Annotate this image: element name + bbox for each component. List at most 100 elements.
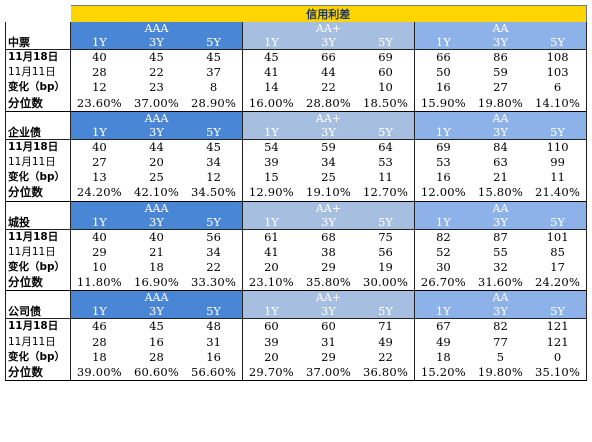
tenor-header-5y: 5Y xyxy=(185,124,243,140)
tenor-header-5y: 5Y xyxy=(185,304,243,319)
value-cell: 37.00% xyxy=(127,95,186,112)
value-cell: 19.80% xyxy=(471,95,530,112)
value-cell: 82 xyxy=(471,318,530,335)
row-previous: 11月11日 29 21 34 41 38 56 52 55 85 xyxy=(5,244,588,260)
value-cell: 60 xyxy=(241,318,300,335)
value-cell: 60 xyxy=(299,318,358,335)
value-cell: 20 xyxy=(241,259,300,276)
value-cell: 21 xyxy=(493,170,508,185)
rating-header-aa: AA xyxy=(413,290,588,305)
value-cell: 15.80% xyxy=(471,185,530,202)
rating-header-aa-plus: AA+ xyxy=(241,201,415,215)
value-cell: 69 xyxy=(413,138,472,155)
rating-header-row: 中票 AAA AA+ AA xyxy=(5,22,588,50)
value-cell: 49 xyxy=(413,334,472,350)
tenor-header-5y: 5Y xyxy=(185,35,243,50)
value-cell: 22 xyxy=(378,349,393,364)
value-cell: 5 xyxy=(496,349,505,364)
value-cell: 18.50% xyxy=(357,95,415,112)
value-cell: 28 xyxy=(149,349,164,364)
rating-header-row: 公司债 AAA AA+ AA xyxy=(5,290,588,319)
value-cell: 59 xyxy=(493,65,508,80)
value-cell: 28.80% xyxy=(299,95,358,112)
value-cell: 39 xyxy=(241,334,300,350)
value-cell: 35.80% xyxy=(299,275,358,292)
tenor-header-3y: 3Y xyxy=(471,304,530,319)
tenor-header-row: 1Y 3Y 5Y 1Y 3Y 5Y 1Y 3Y 5Y xyxy=(6,124,588,140)
tenor-header-1y: 1Y xyxy=(69,35,128,50)
value-cell: 22 xyxy=(149,65,164,80)
value-cell: 34 xyxy=(206,155,221,170)
value-cell: 68 xyxy=(299,228,358,245)
value-cell: 18 xyxy=(69,349,128,365)
value-cell: 12.90% xyxy=(241,185,300,202)
tenor-header-1y: 1Y xyxy=(69,304,128,319)
value-cell: 55 xyxy=(493,244,508,259)
value-cell: 0 xyxy=(529,349,588,365)
value-cell: 25 xyxy=(321,170,336,185)
value-cell: 56.60% xyxy=(185,364,243,381)
rating-header-aaa: AAA xyxy=(70,111,243,125)
value-cell: 71 xyxy=(357,318,415,335)
tenor-header-5y: 5Y xyxy=(529,304,588,319)
value-cell: 16.00% xyxy=(241,95,300,112)
value-cell: 26.70% xyxy=(413,275,472,292)
value-cell: 110 xyxy=(529,138,588,155)
value-cell: 87 xyxy=(471,228,530,245)
value-cell: 66 xyxy=(299,49,358,66)
value-cell: 45 xyxy=(185,49,243,66)
row-label: 分位数 xyxy=(5,185,71,202)
value-cell: 20 xyxy=(241,349,300,365)
value-cell: 82 xyxy=(413,228,472,245)
value-cell: 12.70% xyxy=(357,185,415,202)
row-label: 11月11日 xyxy=(5,334,71,350)
section-name: 中票 xyxy=(5,22,71,50)
value-cell: 101 xyxy=(529,228,588,245)
value-cell: 86 xyxy=(471,49,530,66)
value-cell: 37 xyxy=(206,65,221,80)
tenor-header-3y: 3Y xyxy=(127,214,186,229)
value-cell: 10 xyxy=(378,80,393,95)
value-cell: 42.10% xyxy=(127,185,186,202)
value-cell: 16 xyxy=(413,170,472,186)
value-cell: 36.80% xyxy=(357,364,415,381)
value-cell: 31 xyxy=(206,334,221,349)
value-cell: 84 xyxy=(471,138,530,155)
value-cell: 59 xyxy=(299,138,358,155)
rating-header-aaa: AAA xyxy=(70,22,243,35)
value-cell: 66 xyxy=(413,49,472,66)
tenor-header-3y: 3Y xyxy=(299,124,358,140)
row-label: 11月18日 xyxy=(5,138,71,155)
value-cell: 27 xyxy=(493,80,508,95)
tenor-header-5y: 5Y xyxy=(357,214,415,229)
value-cell: 41 xyxy=(241,65,300,81)
value-cell: 85 xyxy=(529,244,588,260)
row-percentile: 分位数 39.00% 60.60% 56.60% 29.70% 37.00% 36.80% 1… xyxy=(5,364,588,381)
row-label: 11月11日 xyxy=(5,244,71,260)
tenor-header-1y: 1Y xyxy=(241,304,300,319)
value-cell: 34.50% xyxy=(185,185,243,202)
row-label: 变化（bp） xyxy=(5,170,71,186)
value-cell: 16 xyxy=(149,334,164,349)
value-cell: 23.10% xyxy=(241,275,300,292)
rating-header-aaa: AAA xyxy=(70,290,243,305)
row-label: 11月18日 xyxy=(5,228,71,245)
row-current: 11月18日 40 44 45 54 59 64 69 84 110 xyxy=(5,138,588,155)
value-cell: 18 xyxy=(149,259,164,274)
tenor-header-5y: 5Y xyxy=(529,124,588,140)
tenor-header-3y: 3Y xyxy=(299,304,358,319)
tenor-header-3y: 3Y xyxy=(471,124,530,140)
tenor-header-3y: 3Y xyxy=(127,304,186,319)
tenor-header-3y: 3Y xyxy=(299,214,358,229)
value-cell: 54 xyxy=(241,138,300,155)
row-previous: 11月11日 28 16 31 39 31 49 49 77 121 xyxy=(5,334,588,350)
section-name: 企业债 xyxy=(5,110,71,140)
value-cell: 11 xyxy=(529,170,588,186)
value-cell: 28 xyxy=(69,65,128,81)
tenor-header-5y: 5Y xyxy=(357,35,415,50)
value-cell: 37.00% xyxy=(299,364,358,381)
value-cell: 15 xyxy=(241,170,300,186)
tenor-header-1y: 1Y xyxy=(413,214,472,229)
tenor-header-3y: 3Y xyxy=(471,214,530,229)
tenor-header-1y: 1Y xyxy=(69,124,128,140)
